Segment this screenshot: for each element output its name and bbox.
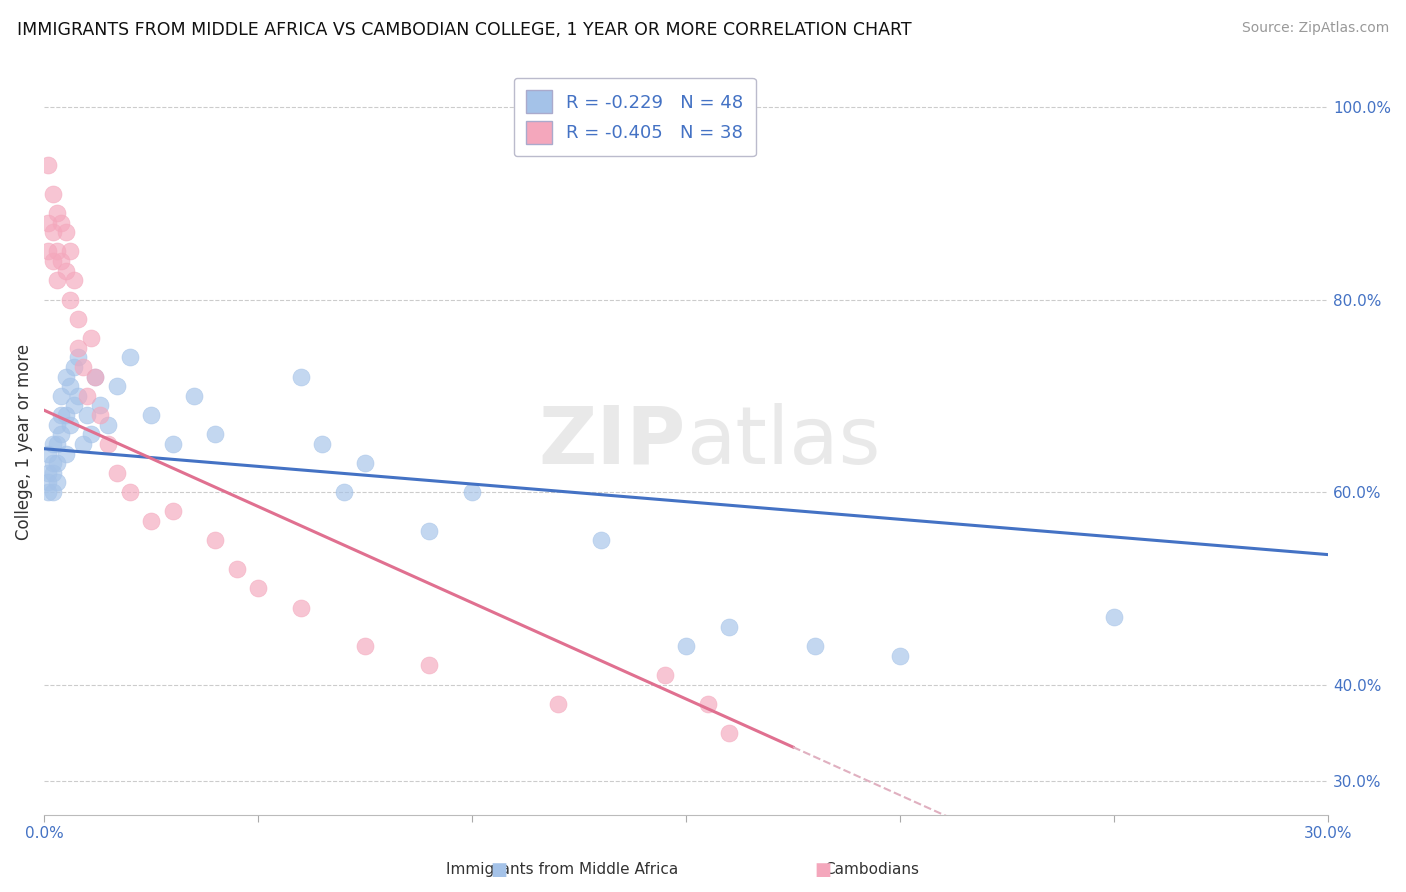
Point	[37, 475, 59, 490]
Point	[162, 437, 184, 451]
Point	[59, 293, 82, 307]
Point	[41, 225, 63, 239]
Point	[51, 254, 73, 268]
Point	[67, 341, 90, 355]
Point	[418, 524, 440, 538]
Text: ■: ■	[491, 861, 508, 879]
Point	[204, 533, 226, 548]
Point	[139, 408, 162, 422]
Point	[461, 485, 484, 500]
Point	[67, 389, 90, 403]
Point	[46, 417, 69, 432]
Point	[37, 446, 59, 460]
Point	[290, 369, 312, 384]
Point	[89, 408, 111, 422]
Point	[46, 437, 69, 451]
Point	[803, 639, 825, 653]
Point	[67, 311, 90, 326]
Point	[41, 437, 63, 451]
Point	[41, 485, 63, 500]
Point	[37, 158, 59, 172]
Point	[547, 697, 569, 711]
Point	[51, 215, 73, 229]
Point	[354, 639, 377, 653]
Point	[41, 466, 63, 480]
Point	[332, 485, 354, 500]
Point	[63, 399, 86, 413]
Point	[589, 533, 612, 548]
Point	[105, 466, 128, 480]
Point	[1102, 610, 1125, 624]
Point	[80, 331, 103, 345]
Point	[696, 697, 718, 711]
Point	[55, 446, 77, 460]
Point	[37, 215, 59, 229]
Point	[55, 225, 77, 239]
Point	[55, 408, 77, 422]
Point	[97, 437, 120, 451]
Point	[46, 475, 69, 490]
Point	[118, 351, 141, 365]
Point	[889, 648, 911, 663]
Point	[41, 254, 63, 268]
Point	[717, 620, 740, 634]
Point	[311, 437, 333, 451]
Legend: R = -0.229   N = 48, R = -0.405   N = 38: R = -0.229 N = 48, R = -0.405 N = 38	[513, 78, 756, 156]
Point	[72, 359, 94, 374]
Point	[51, 427, 73, 442]
Point	[37, 485, 59, 500]
Point	[139, 514, 162, 528]
Point	[418, 658, 440, 673]
Point	[654, 668, 676, 682]
Point	[46, 244, 69, 259]
Point	[46, 273, 69, 287]
Point	[89, 399, 111, 413]
Point	[59, 244, 82, 259]
Point	[41, 456, 63, 470]
Point	[717, 725, 740, 739]
Point	[63, 359, 86, 374]
Point	[80, 427, 103, 442]
Point	[76, 389, 98, 403]
Text: Cambodians: Cambodians	[824, 863, 920, 877]
Text: atlas: atlas	[686, 402, 880, 481]
Point	[51, 408, 73, 422]
Point	[76, 408, 98, 422]
Point	[59, 417, 82, 432]
Point	[72, 437, 94, 451]
Point	[118, 485, 141, 500]
Point	[675, 639, 697, 653]
Point	[46, 206, 69, 220]
Point	[51, 389, 73, 403]
Point	[55, 369, 77, 384]
Point	[63, 273, 86, 287]
Text: ■: ■	[814, 861, 831, 879]
Point	[97, 417, 120, 432]
Point	[46, 456, 69, 470]
Point	[162, 504, 184, 518]
Point	[183, 389, 205, 403]
Text: ZIP: ZIP	[538, 402, 686, 481]
Point	[59, 379, 82, 393]
Point	[225, 562, 247, 576]
Point	[67, 351, 90, 365]
Point	[247, 582, 270, 596]
Text: Source: ZipAtlas.com: Source: ZipAtlas.com	[1241, 21, 1389, 35]
Point	[41, 186, 63, 201]
Text: Immigrants from Middle Africa: Immigrants from Middle Africa	[446, 863, 679, 877]
Y-axis label: College, 1 year or more: College, 1 year or more	[15, 343, 32, 540]
Point	[55, 263, 77, 277]
Text: IMMIGRANTS FROM MIDDLE AFRICA VS CAMBODIAN COLLEGE, 1 YEAR OR MORE CORRELATION C: IMMIGRANTS FROM MIDDLE AFRICA VS CAMBODI…	[17, 21, 911, 38]
Point	[84, 369, 107, 384]
Point	[354, 456, 377, 470]
Point	[37, 244, 59, 259]
Point	[290, 600, 312, 615]
Point	[37, 466, 59, 480]
Point	[84, 369, 107, 384]
Point	[105, 379, 128, 393]
Point	[204, 427, 226, 442]
